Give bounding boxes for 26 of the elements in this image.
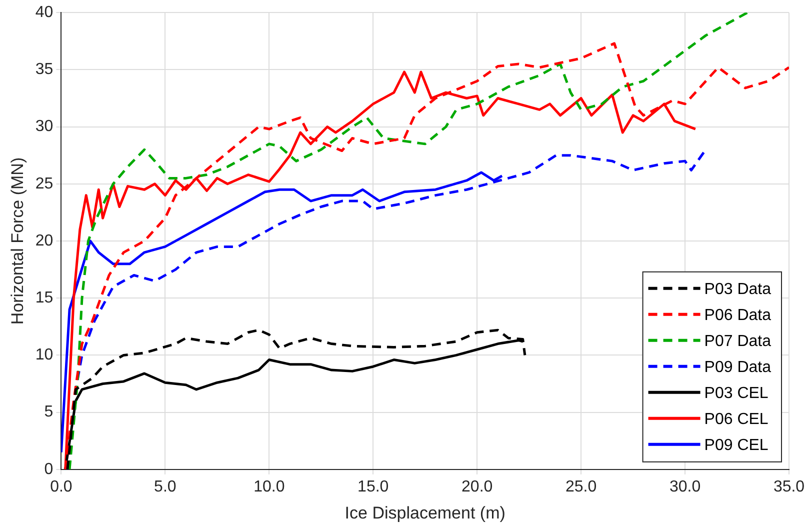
x-tick-label: 20.0 bbox=[462, 478, 493, 496]
x-tick-label: 30.0 bbox=[669, 478, 701, 496]
x-tick-label: 35.0 bbox=[773, 478, 805, 496]
y-tick-label: 5 bbox=[44, 404, 54, 421]
y-tick-label: 35 bbox=[35, 61, 54, 78]
y-tick-label: 25 bbox=[35, 175, 54, 192]
y-tick-label: 0 bbox=[44, 460, 54, 478]
legend-label: P06 CEL bbox=[704, 410, 768, 428]
y-tick-label: 40 bbox=[35, 4, 54, 22]
legend-label: P06 Data bbox=[704, 306, 772, 324]
y-tick-label: 15 bbox=[35, 290, 54, 307]
legend-label: P09 CEL bbox=[704, 436, 768, 454]
legend-label: P03 Data bbox=[704, 280, 772, 298]
y-tick-label: 30 bbox=[35, 118, 54, 136]
legend-label: P07 Data bbox=[704, 332, 772, 350]
y-axis-title: Horizontal Force (MN) bbox=[8, 157, 27, 325]
y-tick-label: 20 bbox=[35, 232, 54, 250]
y-tick-label: 10 bbox=[35, 346, 54, 364]
legend-label: P03 CEL bbox=[704, 384, 768, 402]
x-tick-label: 0.0 bbox=[50, 478, 72, 496]
x-tick-label: 5.0 bbox=[154, 478, 176, 496]
x-axis-title: Ice Displacement (m) bbox=[344, 503, 506, 522]
legend-label: P09 Data bbox=[704, 358, 772, 376]
x-tick-label: 10.0 bbox=[254, 478, 285, 496]
x-tick-label: 15.0 bbox=[358, 478, 389, 496]
x-tick-label: 25.0 bbox=[565, 478, 597, 496]
